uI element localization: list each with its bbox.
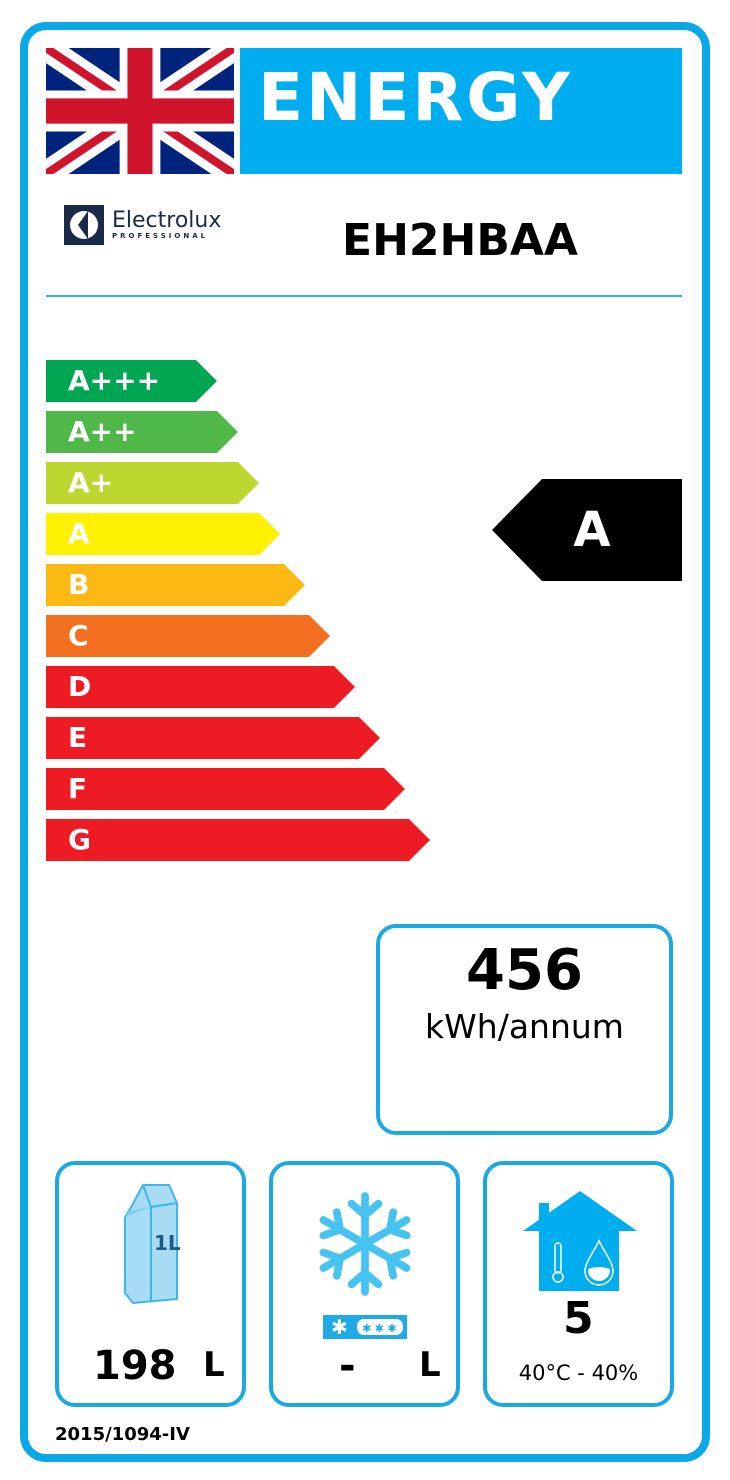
energy-class-bar: C (46, 615, 330, 657)
svg-text:✱: ✱ (331, 1315, 348, 1339)
svg-text:✱ ✱ ✱: ✱ ✱ ✱ (362, 1322, 397, 1335)
brand-name: Electrolux (112, 208, 222, 233)
carton-label: 1L (154, 1231, 181, 1255)
energy-class-bar: G (46, 819, 430, 861)
milk-carton-icon (124, 1184, 178, 1305)
energy-class-bar: B (46, 564, 305, 606)
storage-box: 1L 198 L (55, 1161, 246, 1407)
uk-flag-icon (46, 48, 234, 174)
electrolux-logo-icon (64, 205, 104, 245)
climate-box: 5 40°C - 40% (483, 1161, 674, 1407)
consumption-unit: kWh/annum (425, 1007, 624, 1046)
model-number: EH2HBAA (342, 215, 578, 266)
energy-class-bar: E (46, 717, 380, 759)
energy-class-bar: A (46, 513, 280, 555)
energy-class-bar: A+ (46, 462, 259, 504)
energy-title: ENERGY (240, 48, 682, 174)
climate-conditions: 40°C - 40% (518, 1361, 639, 1385)
consumption-box: 456 kWh/annum (376, 924, 673, 1135)
energy-class-bar: A++ (46, 411, 238, 453)
energy-class-bar: A+++ (46, 360, 217, 402)
climate-class: 5 (563, 1293, 594, 1344)
frozen-unit: L (419, 1345, 441, 1385)
divider (46, 295, 682, 297)
consumption-value: 456 (466, 938, 583, 1003)
brand-sub: PROFESSIONAL (112, 232, 209, 240)
house-climate-icon (523, 1191, 637, 1291)
label-frame (20, 22, 710, 1462)
snowflake-icon (317, 1192, 413, 1297)
brand-logo: Electrolux PROFESSIONAL (64, 205, 221, 245)
energy-class-bar: F (46, 768, 405, 810)
energy-class-bar: D (46, 666, 355, 708)
storage-value: 198 (93, 1343, 177, 1389)
storage-unit: L (203, 1345, 225, 1385)
regulation-ref: 2015/1094-IV (55, 1424, 190, 1445)
frozen-value: - (339, 1343, 356, 1389)
frozen-box: ✱ ✱ ✱ ✱ - L (269, 1161, 460, 1407)
freezer-star-icon: ✱ ✱ ✱ ✱ (323, 1315, 407, 1339)
